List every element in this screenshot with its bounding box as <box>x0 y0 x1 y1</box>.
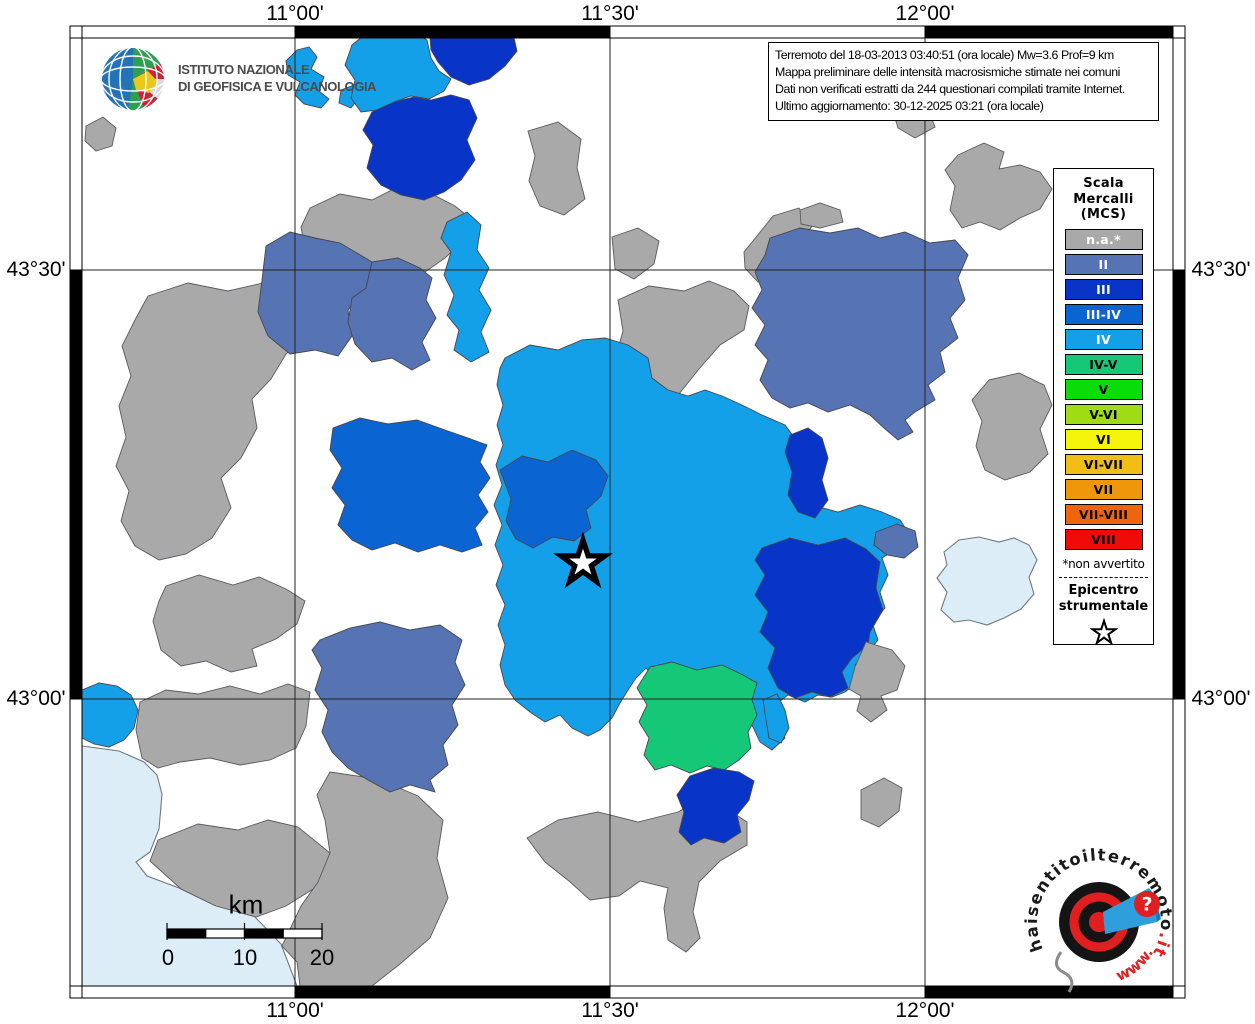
municipality-polygon-ii <box>347 257 437 371</box>
earthquake-info-box: Terremoto del 18-03-2013 03:40:51 (ora l… <box>768 42 1159 121</box>
scale-tick-0: 0 <box>161 945 175 970</box>
legend-swatch-II: II <box>1064 253 1143 275</box>
legend-epicenter-line: strumentale <box>1058 598 1149 614</box>
logo-question-circle <box>1134 891 1160 917</box>
municipality-polygon <box>152 574 306 673</box>
lake-trasimeno-polygon <box>936 536 1038 626</box>
municipality-polygon <box>611 227 660 280</box>
municipality-polygon <box>135 683 311 769</box>
axis-label-bottom-2: 11°30' <box>581 999 639 1022</box>
municipality-polygon-iv-v <box>636 661 758 774</box>
municipality-polygon-iii <box>754 537 884 699</box>
map-frame <box>69 25 1186 999</box>
legend-epicenter-line: Epicentro <box>1068 582 1139 598</box>
axis-label-top-3: 12°00' <box>895 2 955 25</box>
hsit-logo: haisentitoilterremoto .it www. ? <box>1022 845 1175 993</box>
municipality-polygon-iii <box>429 38 518 86</box>
map-polygons <box>82 38 1173 986</box>
ingv-line1: ISTITUTO NAZIONALE <box>178 62 310 77</box>
axis-label-left-1: 43°30' <box>6 258 66 281</box>
axis-label-bottom-3: 12°00' <box>895 999 955 1022</box>
axis-label-bottom-1: 11°00' <box>266 999 324 1022</box>
legend-items: n.a.* II III III-IV IV IV-V V V-VI VI VI-VII VII VI… <box>1054 228 1153 550</box>
info-line-data: Dati non verificati estratti da 244 ques… <box>775 82 1125 96</box>
sea-polygon <box>82 745 298 986</box>
legend-swatch-IV-V: IV-V <box>1064 353 1143 375</box>
municipality-polygon-iii-iv <box>329 417 491 553</box>
axis-label-top-1: 11°00' <box>266 2 324 25</box>
legend-divider <box>1059 576 1148 578</box>
municipality-polygon-iii-iv <box>499 449 609 549</box>
municipality-polygon-iii <box>676 767 755 846</box>
legend-title-line: Mercalli <box>1073 191 1134 207</box>
municipality-polygon <box>799 202 844 229</box>
info-line-event: Terremoto del 18-03-2013 03:40:51 (ora l… <box>775 48 1114 62</box>
axis-label-top-2: 11°30' <box>581 2 639 25</box>
municipalities-na <box>84 77 1053 986</box>
legend-footnote: *non avvertito <box>1062 556 1145 571</box>
axis-label-right-2: 43°00' <box>1191 687 1251 710</box>
info-line-map: Mappa preliminare delle intensità macros… <box>775 65 1120 79</box>
municipality-polygon-ii <box>311 621 466 793</box>
municipality-polygon-iii <box>784 427 829 519</box>
municipalities-intensity <box>82 38 969 846</box>
municipality-polygon <box>848 641 906 723</box>
graticule <box>82 38 1173 986</box>
municipality-polygon <box>944 142 1053 231</box>
municipality-polygon <box>971 372 1053 481</box>
scale-bar-unit: km <box>228 889 264 920</box>
ingv-globe-icon <box>100 46 166 112</box>
municipality-polygon-ii <box>751 227 969 441</box>
municipality-polygon-iv <box>82 682 139 748</box>
epicenter-star-icon <box>553 531 613 589</box>
municipality-polygon-iv <box>762 693 790 744</box>
municipality-polygon-iv <box>285 46 330 109</box>
legend-swatch-III: III <box>1064 278 1143 300</box>
legend-swatch-V: V <box>1064 378 1143 400</box>
legend-swatch-VIII: VIII <box>1064 528 1143 550</box>
logo-squiggle <box>1055 951 1074 993</box>
legend-swatch-IV: IV <box>1064 328 1143 350</box>
legend-epicenter-label: Epicentro strumentale <box>1054 583 1153 615</box>
axis-label-left-2: 43°00' <box>6 687 66 710</box>
legend-swatch-VII-VIII: VII-VIII <box>1064 503 1143 525</box>
scale-tick-20: 20 <box>309 945 335 970</box>
legend-swatch-VI-VII: VI-VII <box>1064 453 1143 475</box>
legend-star-icon <box>1088 617 1119 644</box>
municipality-polygon <box>527 121 586 216</box>
axis-label-right-1: 43°30' <box>1191 258 1251 281</box>
scale-bar <box>166 923 323 940</box>
municipality-polygon-iv <box>344 38 452 113</box>
municipality-polygon <box>860 777 903 828</box>
legend-title: Scala Mercalli (MCS) <box>1054 176 1153 223</box>
municipality-polygon-iv <box>440 211 492 363</box>
ingv-line2: DI GEOFISICA E VULCANOLOGIA <box>178 78 377 94</box>
municipality-polygon-iii <box>362 94 478 201</box>
municipalities-na-east <box>848 641 906 828</box>
legend-title-line: (MCS) <box>1080 207 1127 222</box>
legend-title-line: Scala <box>1083 176 1124 191</box>
municipality-polygon-ii <box>873 523 919 559</box>
mcs-legend: Scala Mercalli (MCS) n.a.* II III III-IV IV I… <box>1053 168 1154 645</box>
ingv-wordmark: ISTITUTO NAZIONALE DI GEOFISICA E VULCAN… <box>178 62 377 95</box>
legend-swatch-VII: VII <box>1064 478 1143 500</box>
scale-tick-10: 10 <box>232 945 258 970</box>
municipality-polygon <box>84 116 117 152</box>
legend-swatch-n.a.*: n.a.* <box>1064 228 1143 250</box>
legend-swatch-V-VI: V-VI <box>1064 403 1143 425</box>
municipality-polygon <box>281 771 449 986</box>
logo-question-mark: ? <box>1141 894 1152 916</box>
legend-swatch-III-IV: III-IV <box>1064 303 1143 325</box>
legend-swatch-VI: VI <box>1064 428 1143 450</box>
info-line-updated: Ultimo aggiornamento: 30-12-2025 03:21 (… <box>775 99 1044 113</box>
